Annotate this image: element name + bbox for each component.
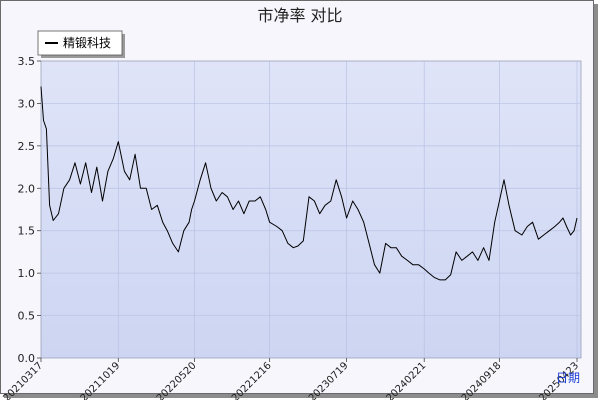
x-axis-label: 日期 xyxy=(556,371,580,385)
chart-title: 市净率 对比 xyxy=(257,6,342,25)
legend-label: 精锻科技 xyxy=(63,36,111,50)
legend: 精锻科技 xyxy=(37,30,125,58)
grid-lines xyxy=(41,61,581,358)
y-tick-label: 2.5 xyxy=(18,140,36,153)
y-tick-label: 0.0 xyxy=(18,352,36,365)
series-layer xyxy=(40,86,578,281)
y-tick-label: 3.5 xyxy=(18,55,36,68)
y-tick-label: 1.0 xyxy=(18,267,36,280)
y-tick-label: 3.0 xyxy=(18,97,36,110)
series-line xyxy=(40,86,578,281)
y-tick-label: 0.5 xyxy=(18,310,36,323)
y-axis: 0.0 0.5 1.0 1.5 2.0 2.5 3.0 3.5 xyxy=(18,55,41,365)
y-tick-label: 1.5 xyxy=(18,225,36,238)
y-tick-label: 2.0 xyxy=(18,182,36,195)
plot-area xyxy=(40,60,582,359)
